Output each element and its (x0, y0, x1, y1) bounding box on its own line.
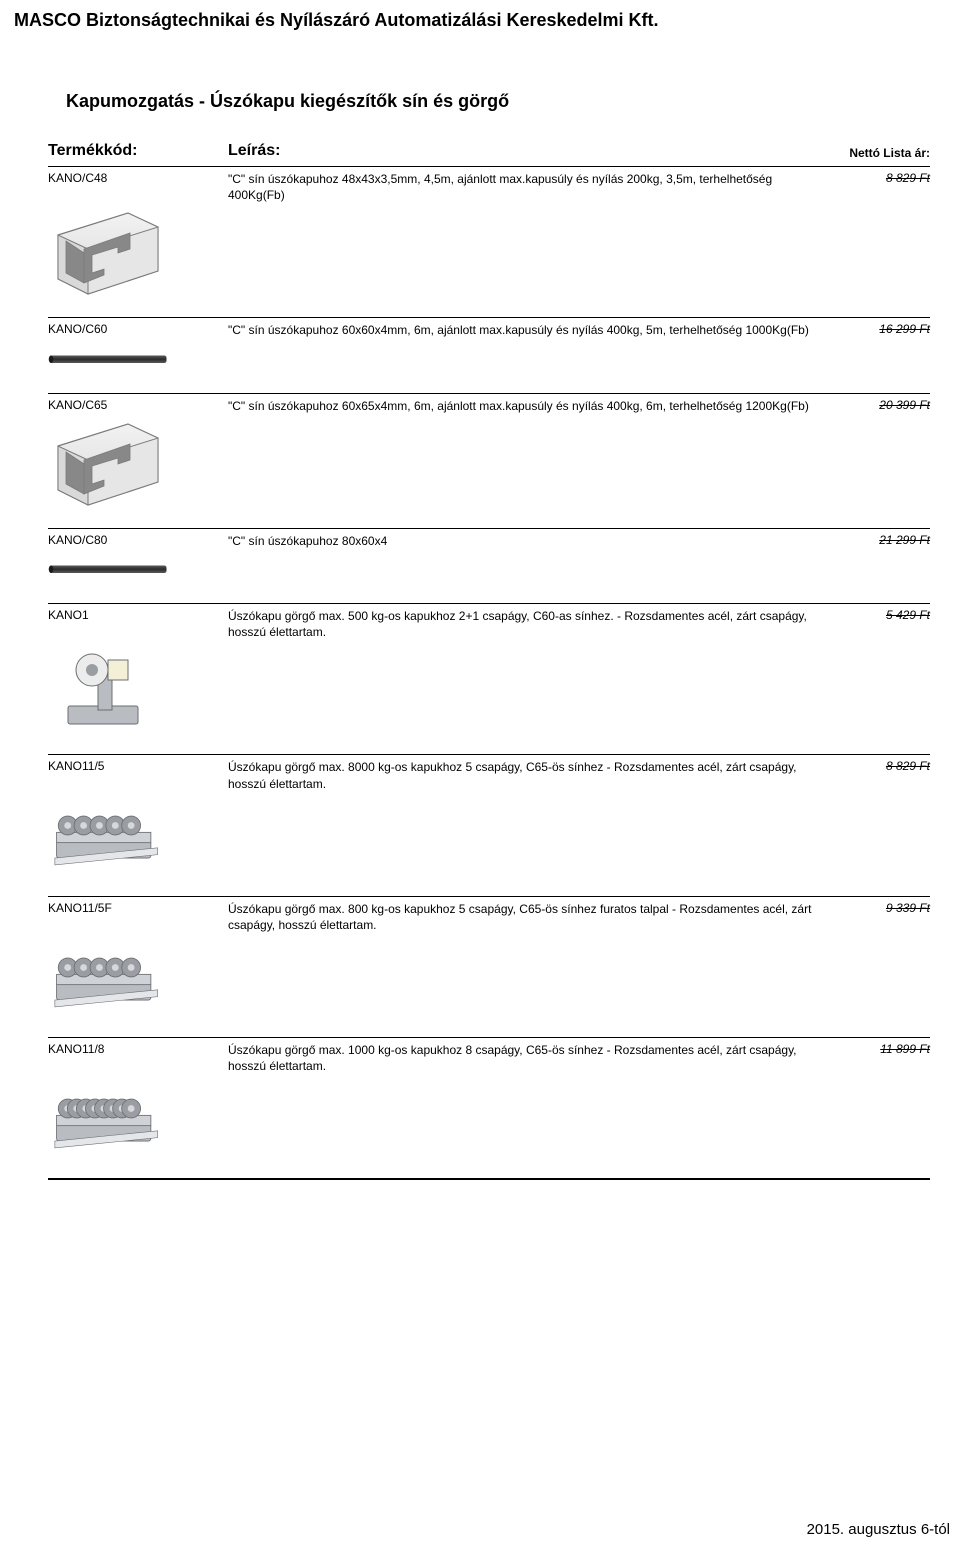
product-block: KANO/C60 "C" sín úszókapuhoz 60x60x4mm, … (48, 317, 930, 374)
table-row: KANO/C48 "C" sín úszókapuhoz 48x43x3,5mm… (48, 171, 930, 203)
product-block: KANO11/8 Úszókapu görgő max. 1000 kg-os … (48, 1037, 930, 1160)
product-image (48, 798, 168, 878)
product-desc: "C" sín úszókapuhoz 48x43x3,5mm, 4,5m, a… (228, 171, 830, 203)
table-row: KANO/C60 "C" sín úszókapuhoz 60x60x4mm, … (48, 322, 930, 338)
product-price: 8 829 Ft (830, 171, 930, 185)
product-price: 8 829 Ft (830, 759, 930, 773)
product-block: KANO/C65 "C" sín úszókapuhoz 60x65x4mm, … (48, 393, 930, 510)
product-image (48, 420, 168, 510)
product-block: KANO/C48 "C" sín úszókapuhoz 48x43x3,5mm… (48, 166, 930, 299)
product-code: KANO/C80 (48, 533, 228, 547)
table-row: KANO/C65 "C" sín úszókapuhoz 60x65x4mm, … (48, 398, 930, 414)
product-rule (48, 754, 930, 755)
footer-date: 2015. augusztus 6-tól (807, 1521, 950, 1538)
product-price: 5 429 Ft (830, 608, 930, 622)
product-price: 16 299 Ft (830, 322, 930, 336)
header-desc: Leírás: (228, 142, 830, 160)
product-desc: "C" sín úszókapuhoz 60x65x4mm, 6m, ajánl… (228, 398, 830, 414)
footer-rule (48, 1178, 930, 1180)
product-desc: "C" sín úszókapuhoz 80x60x4 (228, 533, 830, 549)
header-code: Termékkód: (48, 142, 228, 160)
product-code: KANO11/5F (48, 901, 228, 915)
product-image (48, 345, 168, 375)
product-rule (48, 166, 930, 167)
product-code: KANO/C60 (48, 322, 228, 336)
product-rule (48, 603, 930, 604)
product-code: KANO11/8 (48, 1042, 228, 1056)
products-list: KANO/C48 "C" sín úszókapuhoz 48x43x3,5mm… (48, 166, 930, 1160)
product-rule (48, 896, 930, 897)
product-block: KANO/C80 "C" sín úszókapuhoz 80x60x4 21 … (48, 528, 930, 585)
product-desc: "C" sín úszókapuhoz 60x60x4mm, 6m, ajánl… (228, 322, 830, 338)
product-desc: Úszókapu görgő max. 500 kg-os kapukhoz 2… (228, 608, 830, 640)
product-image (48, 555, 168, 585)
product-rule (48, 393, 930, 394)
product-image (48, 646, 168, 736)
table-header: Termékkód: Leírás: Nettó Lista ár: (48, 142, 930, 160)
product-desc: Úszókapu görgő max. 8000 kg-os kapukhoz … (228, 759, 830, 791)
company-title: MASCO Biztonságtechnikai és Nyílászáró A… (10, 10, 930, 31)
table-row: KANO11/8 Úszókapu görgő max. 1000 kg-os … (48, 1042, 930, 1074)
product-rule (48, 1037, 930, 1038)
header-price: Nettó Lista ár: (830, 146, 930, 160)
table-row: KANO1 Úszókapu görgő max. 500 kg-os kapu… (48, 608, 930, 640)
table-row: KANO11/5F Úszókapu görgő max. 800 kg-os … (48, 901, 930, 933)
product-block: KANO11/5 Úszókapu görgő max. 8000 kg-os … (48, 754, 930, 877)
product-code: KANO/C65 (48, 398, 228, 412)
table-row: KANO/C80 "C" sín úszókapuhoz 80x60x4 21 … (48, 533, 930, 549)
product-desc: Úszókapu görgő max. 800 kg-os kapukhoz 5… (228, 901, 830, 933)
table-row: KANO11/5 Úszókapu görgő max. 8000 kg-os … (48, 759, 930, 791)
product-price: 21 299 Ft (830, 533, 930, 547)
product-block: KANO1 Úszókapu görgő max. 500 kg-os kapu… (48, 603, 930, 736)
product-image (48, 1080, 168, 1160)
product-block: KANO11/5F Úszókapu görgő max. 800 kg-os … (48, 896, 930, 1019)
product-code: KANO/C48 (48, 171, 228, 185)
product-desc: Úszókapu görgő max. 1000 kg-os kapukhoz … (228, 1042, 830, 1074)
product-rule (48, 317, 930, 318)
product-code: KANO1 (48, 608, 228, 622)
product-code: KANO11/5 (48, 759, 228, 773)
product-rule (48, 528, 930, 529)
product-image (48, 939, 168, 1019)
product-price: 11 899 Ft (830, 1042, 930, 1056)
section-title: Kapumozgatás - Úszókapu kiegészítők sín … (66, 91, 930, 112)
product-price: 20 399 Ft (830, 398, 930, 412)
product-price: 9 339 Ft (830, 901, 930, 915)
product-image (48, 209, 168, 299)
